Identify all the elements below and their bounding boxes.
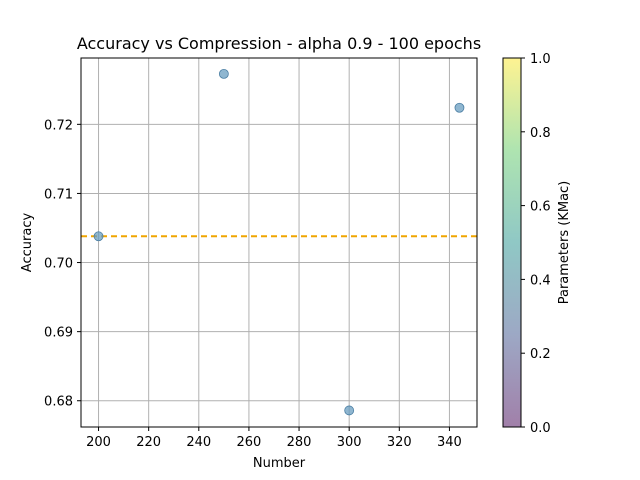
colorbar-frame <box>502 57 522 428</box>
x-axis-label: Number <box>253 456 306 471</box>
data-point <box>93 231 104 242</box>
colorbar-label: Parameters (KMac) <box>557 181 572 305</box>
y-tick-label: 0.72 <box>44 118 73 133</box>
x-tick-label: 200 <box>86 435 111 450</box>
plot-area-frame <box>80 57 478 428</box>
data-point <box>454 102 465 113</box>
x-tick-label: 220 <box>136 435 161 450</box>
colorbar-ticks: 0.0 0.2 0.4 0.6 0.8 1.0 <box>521 52 551 436</box>
x-tick-label: 320 <box>387 435 412 450</box>
y-tick-label: 0.68 <box>44 395 73 410</box>
y-tick-label: 0.70 <box>44 257 73 272</box>
y-tick-label: 0.69 <box>44 326 73 341</box>
y-tick-label: 0.71 <box>44 187 73 202</box>
x-tick-label: 260 <box>237 435 262 450</box>
chart-title: Accuracy vs Compression - alpha 0.9 - 10… <box>77 34 481 53</box>
colorbar-tick-label: 0.2 <box>530 347 551 362</box>
colorbar-tick-label: 0.0 <box>530 421 551 436</box>
colorbar-tick-label: 1.0 <box>530 52 551 67</box>
x-tick-label: 280 <box>287 435 312 450</box>
data-points <box>93 68 465 416</box>
x-axis-ticks: 200 220 240 260 280 300 320 340 <box>86 427 462 450</box>
y-axis-ticks: 0.68 0.69 0.70 0.71 0.72 <box>44 118 81 410</box>
data-point <box>344 405 355 416</box>
x-tick-label: 340 <box>437 435 462 450</box>
y-axis-label: Accuracy <box>20 213 35 273</box>
colorbar-tick-label: 0.8 <box>530 126 551 141</box>
colorbar <box>503 58 521 427</box>
colorbar-tick-label: 0.6 <box>530 200 551 215</box>
x-tick-label: 300 <box>337 435 362 450</box>
x-tick-label: 240 <box>186 435 211 450</box>
grid-lines <box>81 58 477 427</box>
colorbar-tick-label: 0.4 <box>530 273 551 288</box>
data-point <box>218 68 229 79</box>
